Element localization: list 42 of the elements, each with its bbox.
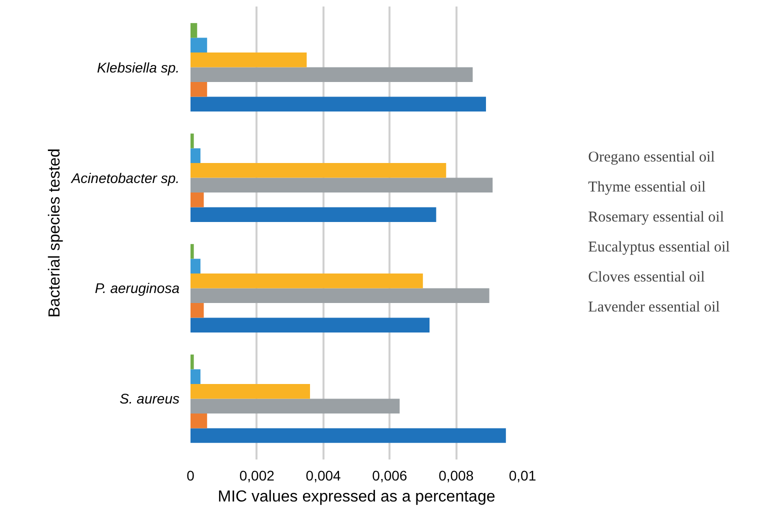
text: Rosemary essential oil	[588, 209, 724, 226]
bar	[190, 192, 204, 208]
bar	[190, 23, 198, 38]
x-tick-label: 0,006	[372, 468, 408, 484]
bar	[190, 96, 486, 112]
bar	[190, 244, 194, 259]
x-tick-label: 0	[186, 468, 195, 484]
bar	[190, 134, 194, 148]
bar	[190, 258, 200, 274]
bar	[190, 369, 200, 384]
text: Thyme essential oil	[588, 179, 706, 196]
bar	[190, 302, 204, 318]
y-tick-label: Klebsiella sp.	[97, 59, 180, 76]
bar	[190, 354, 194, 370]
x-axis-title: MIC values expressed as a percentage	[218, 488, 496, 506]
x-tick-label: 0,002	[239, 468, 275, 484]
bar	[190, 148, 200, 164]
bar	[190, 178, 493, 192]
bar	[190, 384, 310, 399]
bar	[190, 67, 473, 82]
y-tick-label: S. aureus	[120, 390, 180, 407]
text: Oregano essential oil	[588, 149, 715, 166]
text: Cloves essential oil	[588, 269, 705, 286]
text: Lavender essential oil	[588, 299, 720, 316]
bar	[190, 413, 208, 428]
bar	[190, 52, 307, 68]
bar	[190, 207, 436, 222]
bar	[190, 398, 400, 414]
bar	[190, 82, 208, 97]
y-tick-label: P. aeruginosa	[94, 280, 180, 296]
text: Eucalyptus essential oil	[588, 239, 730, 256]
bar	[190, 274, 423, 288]
x-tick-label: 0,008	[438, 468, 474, 484]
bar	[190, 288, 490, 303]
y-axis-title: Bacterial species tested	[46, 148, 64, 318]
bar	[190, 428, 506, 443]
x-tick-label: 0,004	[306, 468, 342, 484]
bar	[190, 318, 430, 332]
bar	[190, 38, 208, 53]
bar	[190, 163, 446, 178]
y-tick-label: Acinetobacter sp.	[70, 170, 180, 186]
x-tick-label: 0,01	[508, 468, 536, 484]
